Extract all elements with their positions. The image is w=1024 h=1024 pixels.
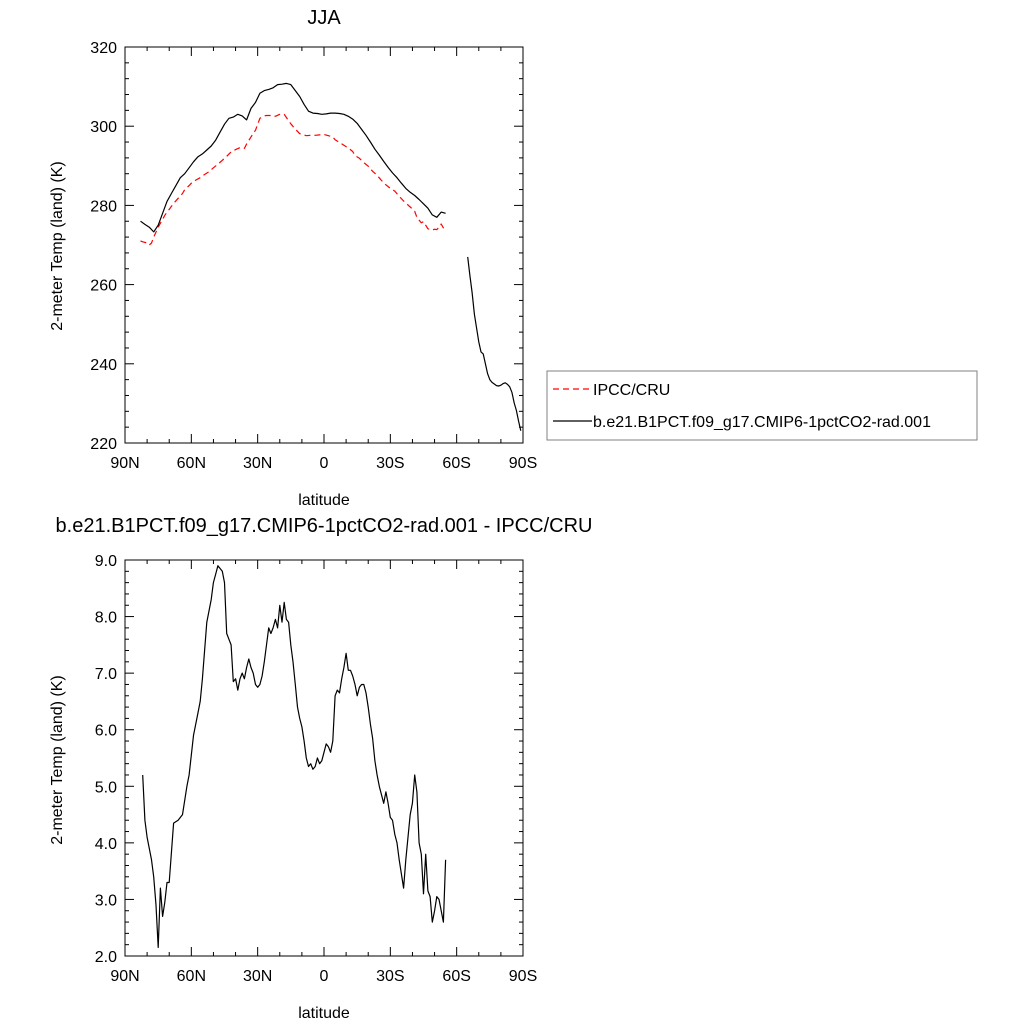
- bottom-x-tick-label: 30S: [376, 968, 404, 985]
- bottom-y-tick-label: 5.0: [95, 779, 117, 796]
- bottom-y-tick-label: 6.0: [95, 723, 117, 740]
- bottom-x-tick-label: 60S: [442, 968, 470, 985]
- bottom-chart-xlabel: latitude: [298, 1005, 350, 1022]
- top-series-ipcc-cru-line: [140, 113, 447, 246]
- bottom-y-tick-label: 2.0: [95, 949, 117, 966]
- bottom-x-tick-label: 0: [320, 968, 329, 985]
- top-y-tick-label: 240: [90, 357, 117, 374]
- bottom-x-tick-label: 90S: [509, 968, 537, 985]
- bottom-chart-ylabel: 2-meter Temp (land) (K): [49, 675, 66, 845]
- top-x-tick-label: 0: [320, 455, 329, 472]
- bottom-y-tick-label: 8.0: [95, 610, 117, 627]
- bottom-x-tick-label: 30N: [243, 968, 272, 985]
- top-series-b-e21-b1pct-f09-g17-cmip6-1pctco2-rad-001-line: [467, 256, 522, 431]
- top-x-tick-label: 60N: [177, 455, 206, 472]
- legend-label-model: b.e21.B1PCT.f09_g17.CMIP6-1pctCO2-rad.00…: [593, 414, 931, 431]
- top-x-tick-label: 90N: [110, 455, 139, 472]
- top-y-tick-label: 220: [90, 436, 117, 453]
- bottom-chart: b.e21.B1PCT.f09_g17.CMIP6-1pctCO2-rad.00…: [49, 515, 592, 1022]
- bottom-plot-area: 90N 60N 30N 0 30S 60S 90S 2.0 3.0 4.0 5.0 6.0 7.0 8.0…: [95, 553, 537, 985]
- legend: IPCC/CRU b.e21.B1PCT.f09_g17.CMIP6-1pctC…: [546, 370, 978, 441]
- top-y-tick-label: 260: [90, 278, 117, 295]
- bottom-y-tick-label: 9.0: [95, 553, 117, 570]
- top-frame: [124, 46, 524, 444]
- bottom-frame: [124, 559, 524, 957]
- bottom-x-tick-label: 60N: [177, 968, 206, 985]
- top-y-tick-label: 320: [90, 40, 117, 57]
- top-chart-ylabel: 2-meter Temp (land) (K): [49, 161, 66, 331]
- top-chart: JJA 90N 60N 30N 0 30S 60S 90S 220 240 260 280 300 32…: [49, 7, 537, 509]
- bottom-y-tick-label: 4.0: [95, 836, 117, 853]
- top-plot-area: 90N 60N 30N 0 30S 60S 90S 220 240 260 280 300 320: [90, 40, 537, 472]
- top-y-tick-label: 300: [90, 119, 117, 136]
- legend-label-ipcc-cru: IPCC/CRU: [593, 382, 670, 399]
- top-x-tick-label: 90S: [509, 455, 537, 472]
- bottom-x-tick-label: 90N: [110, 968, 139, 985]
- top-chart-title: JJA: [307, 7, 341, 29]
- top-x-tick-label: 30N: [243, 455, 272, 472]
- top-y-tick-label: 280: [90, 198, 117, 215]
- bottom-chart-title: b.e21.B1PCT.f09_g17.CMIP6-1pctCO2-rad.00…: [56, 515, 593, 537]
- bottom-y-tick-label: 7.0: [95, 666, 117, 683]
- bottom-series-diff-line: [142, 565, 447, 949]
- top-chart-xlabel: latitude: [298, 492, 350, 509]
- bottom-y-tick-label: 3.0: [95, 892, 117, 909]
- top-series-b-e21-b1pct-f09-g17-cmip6-1pctco2-rad-001-line: [140, 82, 446, 233]
- top-x-tick-label: 30S: [376, 455, 404, 472]
- legend-box: [546, 370, 978, 441]
- top-x-tick-label: 60S: [442, 455, 470, 472]
